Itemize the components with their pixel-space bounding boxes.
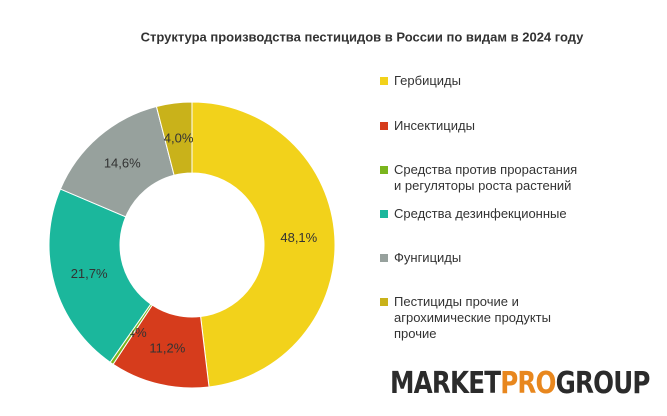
legend-label: Гербициды (394, 73, 461, 88)
data-label: 21,7% (71, 266, 108, 281)
legend-item: Гербициды (380, 73, 580, 89)
legend-item: Инсектициды (380, 118, 580, 134)
logo-part: GROUP (555, 366, 651, 401)
legend-item: Фунгициды (380, 250, 580, 266)
legend-label: Пестициды прочие и агрохимические продук… (394, 294, 551, 341)
legend-swatch (380, 254, 388, 262)
legend-swatch (380, 166, 388, 174)
legend-label: Средства против прорастания и регуляторы… (394, 162, 578, 193)
legend-item: Средства дезинфекционные (380, 206, 580, 222)
legend-swatch (380, 77, 388, 85)
donut-slice (48, 188, 152, 363)
data-label: 48,1% (280, 230, 317, 245)
legend-item: Средства против прорастания и регуляторы… (380, 162, 580, 194)
legend-label: Средства дезинфекционные (394, 206, 567, 221)
data-label: 14,6% (104, 155, 141, 170)
legend-item: Пестициды прочие и агрохимические продук… (380, 294, 580, 342)
donut-slice (191, 101, 336, 388)
donut-slice (155, 101, 193, 176)
legend-label: Инсектициды (394, 118, 475, 133)
logo-part: PRO (500, 366, 556, 401)
data-label: 4,0% (164, 130, 194, 145)
legend-label: Фунгициды (394, 250, 462, 265)
chart-title: Структура производства пестицидов в Росс… (141, 29, 585, 44)
data-label: 11,2% (149, 341, 185, 356)
logo-part: MARKET (390, 366, 501, 401)
legend-swatch (380, 298, 388, 306)
legend-swatch (380, 122, 388, 130)
logo: MARKETPROGROUP (390, 366, 650, 401)
legend-swatch (380, 210, 388, 218)
